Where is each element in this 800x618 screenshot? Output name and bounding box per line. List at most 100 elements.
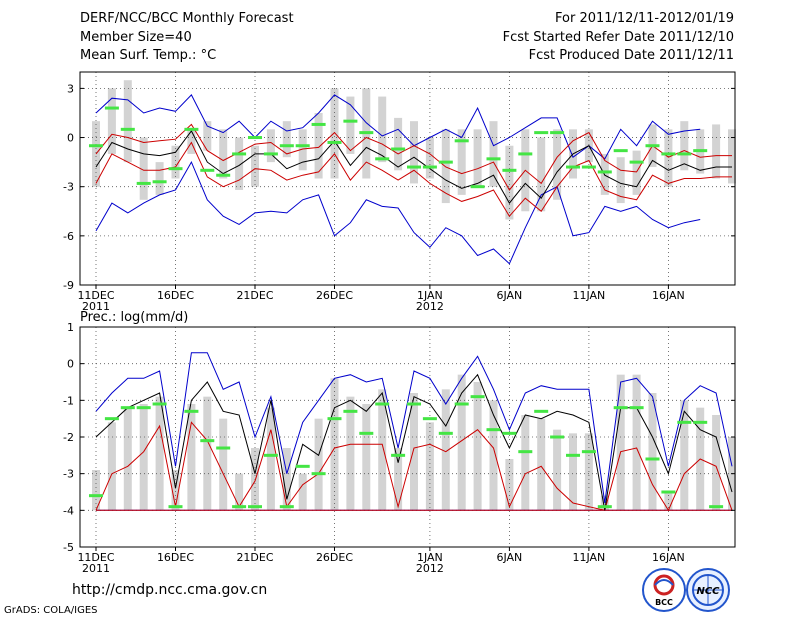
ncc-logo-icon: NCC xyxy=(686,568,730,612)
box-0-20 xyxy=(410,121,418,184)
box-0-24 xyxy=(473,129,482,187)
box-0-0 xyxy=(92,121,100,187)
median-1-7 xyxy=(200,439,215,443)
median-0-22 xyxy=(438,160,453,164)
median-1-39 xyxy=(709,505,724,509)
median-0-25 xyxy=(486,157,501,161)
box-1-29 xyxy=(553,429,562,511)
ytick-label-1-3: -2 xyxy=(63,431,74,444)
footer-url[interactable]: http://cmdp.ncc.cma.gov.cn xyxy=(72,582,268,598)
xtick-label-0-5: 6JAN xyxy=(496,289,522,302)
median-0-2 xyxy=(120,127,135,131)
box-0-23 xyxy=(457,129,466,195)
box-1-35 xyxy=(648,393,657,511)
box-0-33 xyxy=(616,157,625,204)
box-1-19 xyxy=(394,448,403,511)
box-0-26 xyxy=(505,145,514,220)
median-0-38 xyxy=(693,149,708,153)
median-0-3 xyxy=(136,181,151,185)
box-1-0 xyxy=(92,470,100,511)
box-1-9 xyxy=(235,473,244,511)
median-1-36 xyxy=(661,490,676,494)
min-line-0 xyxy=(95,160,701,265)
xtick-label-0-7: 16JAN xyxy=(652,289,685,302)
box-1-20 xyxy=(410,393,418,511)
median-0-27 xyxy=(518,152,533,156)
variable-label: Mean Surf. Temp.: °C xyxy=(80,48,217,63)
xtick-sublabel-0-4: 2012 xyxy=(416,300,444,313)
median-1-3 xyxy=(136,406,151,410)
box-1-34 xyxy=(632,374,641,511)
median-1-23 xyxy=(454,402,469,406)
box-0-28 xyxy=(537,137,546,212)
ytick-label-1-4: -1 xyxy=(63,394,74,407)
box-0-22 xyxy=(441,129,450,204)
box-1-37 xyxy=(680,400,689,511)
xtick-label-0-4: 1JAN xyxy=(417,289,443,302)
median-1-25 xyxy=(486,428,501,432)
ytick-label-0-1: -6 xyxy=(63,230,74,243)
box-0-3 xyxy=(139,137,148,200)
box-1-18 xyxy=(378,389,387,511)
median-0-4 xyxy=(152,180,167,184)
median-0-0 xyxy=(89,144,103,148)
median-1-19 xyxy=(391,453,406,457)
median-1-17 xyxy=(359,431,374,435)
median-1-10 xyxy=(248,505,262,509)
xtick-label-1-0: 11DEC xyxy=(77,551,114,564)
median-0-36 xyxy=(661,152,676,156)
xtick-label-1-5: 6JAN xyxy=(496,551,522,564)
box-1-12 xyxy=(282,448,291,511)
box-1-2 xyxy=(123,407,132,511)
median-1-22 xyxy=(438,431,453,435)
box-1-5 xyxy=(171,470,180,511)
median-0-9 xyxy=(232,152,247,156)
median-1-13 xyxy=(295,464,310,468)
box-0-34 xyxy=(632,150,641,195)
median-1-16 xyxy=(343,409,358,413)
frame-0 xyxy=(79,71,736,286)
ncc-logo-text: NCC xyxy=(696,586,720,597)
box-1-15 xyxy=(330,378,339,511)
median-0-7 xyxy=(200,168,215,172)
box-0-21 xyxy=(425,137,434,179)
median-1-18 xyxy=(375,402,390,406)
box-0-39 xyxy=(712,124,721,179)
median-1-11 xyxy=(263,453,278,457)
xtick-label-0-6: 11JAN xyxy=(572,289,605,302)
bcc-logo-icon: BCC xyxy=(642,568,686,612)
ytick-label-1-5: 0 xyxy=(67,358,74,371)
median-0-34 xyxy=(629,160,644,164)
median-0-18 xyxy=(375,157,390,161)
box-1-4 xyxy=(155,396,164,511)
median-1-26 xyxy=(502,431,517,435)
box-0-40 xyxy=(728,129,736,184)
ytick-label-0-0: -9 xyxy=(63,279,74,292)
median-0-10 xyxy=(248,136,262,140)
median-1-12 xyxy=(279,505,294,509)
box-1-22 xyxy=(441,389,450,511)
median-1-24 xyxy=(470,395,485,399)
box-0-12 xyxy=(282,121,291,158)
xtick-label-1-2: 21DEC xyxy=(236,551,273,564)
pct-high-line-1 xyxy=(95,421,733,512)
box-1-3 xyxy=(139,404,148,511)
box-1-36 xyxy=(664,492,673,511)
box-1-23 xyxy=(457,374,466,511)
box-0-5 xyxy=(171,145,180,179)
box-1-21 xyxy=(425,422,434,511)
median-0-12 xyxy=(279,144,294,148)
median-1-20 xyxy=(407,402,421,406)
median-0-8 xyxy=(216,173,231,177)
median-1-0 xyxy=(89,494,103,498)
median-0-20 xyxy=(407,165,421,169)
median-0-29 xyxy=(550,131,565,135)
xtick-sublabel-1-4: 2012 xyxy=(416,562,444,575)
bcc-logo-text: BCC xyxy=(655,598,673,607)
median-0-23 xyxy=(454,139,469,143)
median-0-19 xyxy=(391,147,406,151)
xtick-label-1-7: 16JAN xyxy=(652,551,685,564)
box-0-14 xyxy=(314,112,323,179)
median-1-37 xyxy=(677,420,692,424)
forecast-produced-date: Fcst Produced Date 2011/12/11 xyxy=(528,48,734,63)
